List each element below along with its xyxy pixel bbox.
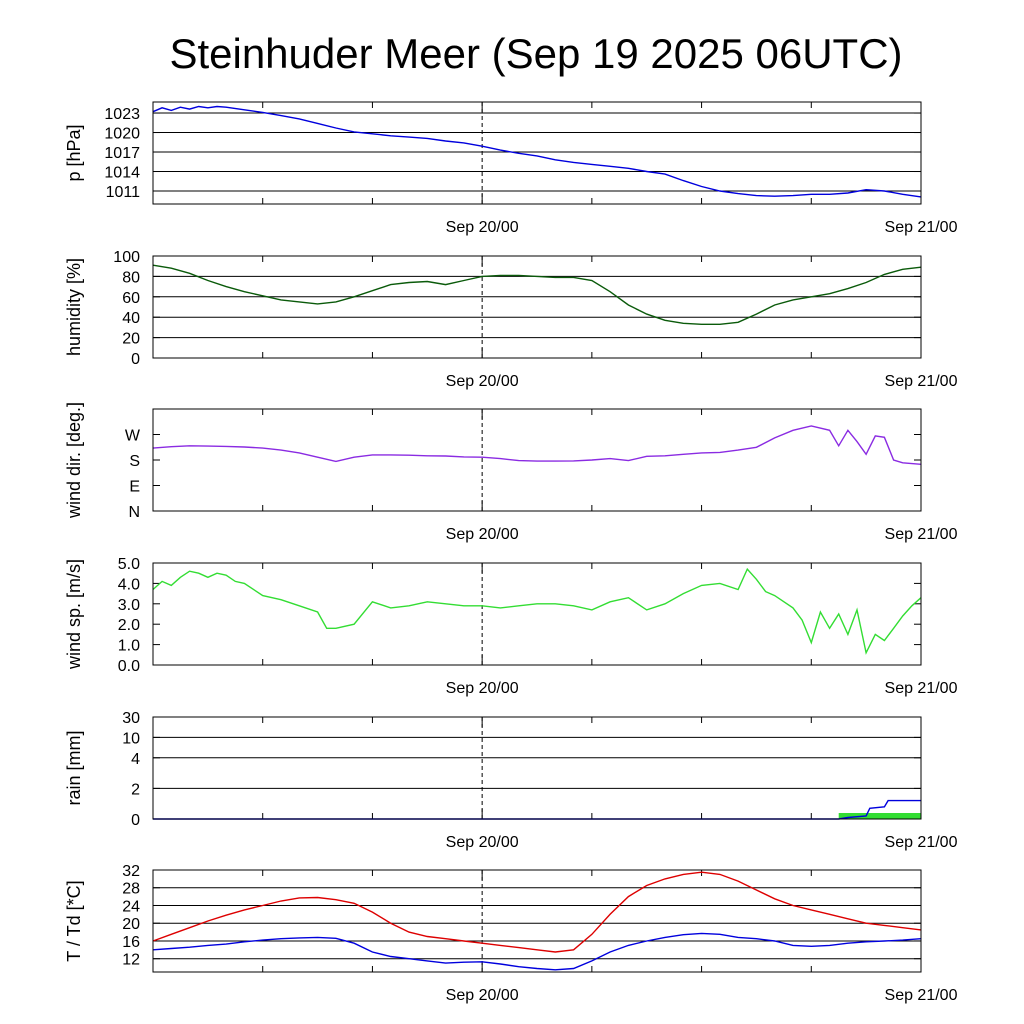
series-line-pressure-0 [152, 105, 922, 198]
panel-rain: 0 2 4 10 30 rain [mm] Sep 20/00 Sep 21/00 [64, 710, 958, 851]
plot-frame-temperature-dewpoint [152, 869, 922, 973]
y-tick-label-humidity-5: 100 [113, 249, 140, 266]
y-tick-label-pressure-0: 1011 [106, 184, 141, 201]
rain-bar [838, 813, 921, 819]
y-tick-label-humidity-0: 0 [131, 351, 140, 368]
y-tick-label-temperature-dewpoint-0: 12 [122, 952, 140, 969]
y-tick-label-pressure-2: 1017 [104, 145, 140, 162]
y-tick-label-humidity-1: 20 [122, 331, 140, 348]
y-tick-label-humidity-2: 40 [122, 310, 140, 327]
y-tick-label-humidity-3: 60 [122, 290, 140, 307]
series-line-temperature-dewpoint-0 [152, 871, 922, 953]
x-tick-label-wind-speed-1: Sep 21/00 [885, 680, 958, 697]
x-tick-label-wind-speed-0: Sep 20/00 [446, 680, 519, 697]
y-tick-label-wind-speed-0: 0.0 [118, 658, 140, 675]
plot-frame-wind-direction [152, 408, 922, 512]
y-axis-label-humidity: humidity [%] [64, 258, 84, 356]
y-tick-label-wind-direction-2: S [129, 453, 140, 470]
y-tick-label-wind-direction-3: W [125, 428, 141, 445]
y-tick-label-rain-1: 2 [131, 781, 140, 798]
panel-pressure: 1011 1014 1017 1020 1023 p [hPa] Sep 20/00 Sep … [64, 101, 958, 236]
y-tick-label-rain-2: 4 [131, 751, 140, 768]
x-tick-label-wind-direction-0: Sep 20/00 [446, 526, 519, 543]
series-line-wind-direction-0 [152, 425, 922, 465]
series-line-wind-speed-0 [152, 567, 922, 655]
x-tick-label-pressure-1: Sep 21/00 [885, 219, 958, 236]
y-tick-label-pressure-1: 1014 [104, 165, 140, 182]
plot-frame-rain [152, 716, 922, 820]
y-tick-label-wind-speed-4: 4.0 [118, 576, 140, 593]
x-tick-label-rain-0: Sep 20/00 [446, 834, 519, 851]
panel-wind-speed: 0.0 1.0 2.0 3.0 4.0 5.0 wind sp. [m/s] Sep 20/0… [64, 556, 958, 697]
plot-frame-wind-speed [152, 562, 922, 666]
y-tick-label-wind-direction-1: E [129, 479, 140, 496]
y-tick-label-temperature-dewpoint-4: 28 [122, 881, 140, 898]
x-tick-label-temperature-dewpoint-1: Sep 21/00 [885, 987, 958, 1004]
plot-frame-humidity [152, 255, 922, 359]
y-tick-label-rain-3: 10 [122, 730, 140, 747]
x-tick-label-wind-direction-1: Sep 21/00 [885, 526, 958, 543]
y-tick-label-temperature-dewpoint-1: 16 [122, 934, 140, 951]
y-axis-label-pressure: p [hPa] [64, 124, 84, 181]
series-line-humidity-0 [152, 264, 922, 325]
y-tick-label-wind-direction-0: N [128, 504, 140, 521]
y-tick-label-wind-speed-2: 2.0 [118, 617, 140, 634]
x-tick-label-temperature-dewpoint-0: Sep 20/00 [446, 987, 519, 1004]
y-axis-label-temperature-dewpoint: T / Td [*C] [64, 880, 84, 961]
y-tick-label-temperature-dewpoint-2: 20 [122, 916, 140, 933]
y-tick-label-wind-speed-5: 5.0 [118, 556, 140, 573]
series-line-rain-0 [153, 799, 921, 820]
y-axis-label-wind-direction: wind dir. [deg.] [64, 402, 84, 519]
y-axis-label-wind-speed: wind sp. [m/s] [64, 559, 84, 670]
y-tick-label-wind-speed-1: 1.0 [118, 638, 140, 655]
chart-title: Steinhuder Meer (Sep 19 2025 06UTC) [169, 30, 902, 77]
panel-humidity: 0 20 40 60 80 100 humidity [%] Sep 20/00 Sep 21/… [64, 249, 958, 390]
series-line-temperature-dewpoint-1 [152, 932, 922, 971]
y-tick-label-temperature-dewpoint-5: 32 [122, 863, 140, 880]
y-tick-label-humidity-4: 80 [122, 269, 140, 286]
x-tick-label-pressure-0: Sep 20/00 [446, 219, 519, 236]
y-tick-label-rain-4: 30 [122, 710, 140, 727]
y-axis-label-rain: rain [mm] [64, 730, 84, 805]
y-tick-label-wind-speed-3: 3.0 [118, 597, 140, 614]
x-tick-label-rain-1: Sep 21/00 [885, 834, 958, 851]
y-tick-label-pressure-3: 1020 [104, 126, 140, 143]
x-tick-label-humidity-1: Sep 21/00 [885, 373, 958, 390]
y-tick-label-rain-0: 0 [131, 812, 140, 829]
y-tick-label-pressure-4: 1023 [104, 106, 140, 123]
x-tick-label-humidity-0: Sep 20/00 [446, 373, 519, 390]
y-tick-label-temperature-dewpoint-3: 24 [122, 898, 140, 915]
plot-frame-pressure [152, 101, 922, 205]
